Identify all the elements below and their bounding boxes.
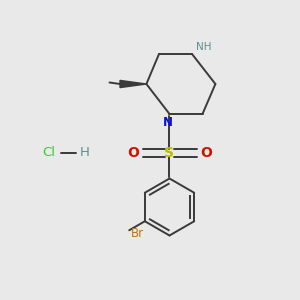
Text: H: H (80, 146, 89, 160)
Text: O: O (127, 146, 139, 160)
Text: O: O (200, 146, 212, 160)
Text: Br: Br (131, 227, 144, 240)
Text: N: N (163, 116, 173, 129)
Text: Cl: Cl (43, 146, 56, 160)
Polygon shape (120, 80, 146, 88)
Text: S: S (164, 146, 175, 160)
Text: NH: NH (196, 42, 211, 52)
